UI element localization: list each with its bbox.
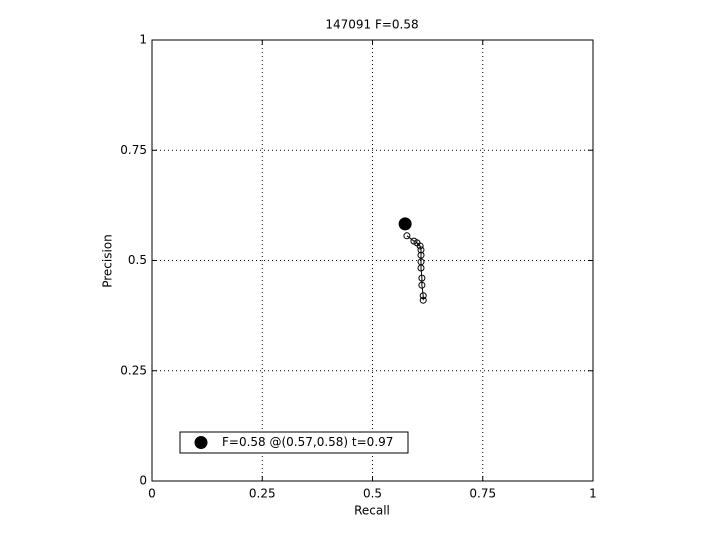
x-tick-label: 0.5 — [363, 487, 382, 501]
data-point — [417, 251, 425, 259]
legend-box — [179, 431, 409, 454]
data-point — [418, 281, 426, 289]
data-point — [419, 296, 427, 304]
data-point — [417, 264, 425, 272]
legend-label: F=0.58 @(0.57,0.58) t=0.97 — [222, 435, 393, 449]
data-point — [418, 274, 426, 282]
y-tick-label: 0 — [139, 474, 147, 488]
y-axis-label: Precision — [101, 234, 115, 288]
x-axis-label: Recall — [354, 504, 390, 518]
data-point — [416, 242, 424, 250]
plot-frame — [151, 39, 594, 482]
y-tick-label: 0.25 — [120, 363, 147, 377]
x-tick-label: 0 — [148, 487, 156, 501]
x-tick-label: 0.75 — [469, 487, 496, 501]
data-point — [417, 246, 425, 254]
data-point — [419, 292, 427, 300]
x-tick-label: 1 — [589, 487, 597, 501]
legend-marker — [194, 436, 208, 449]
x-tick-label: 0.25 — [249, 487, 276, 501]
data-point — [398, 217, 412, 231]
y-tick-label: 0.5 — [128, 253, 147, 267]
y-tick-label: 1 — [139, 33, 147, 47]
data-point — [403, 232, 411, 240]
chart-title: 147091 F=0.58 — [325, 18, 418, 32]
y-tick-label: 0.75 — [120, 143, 147, 157]
